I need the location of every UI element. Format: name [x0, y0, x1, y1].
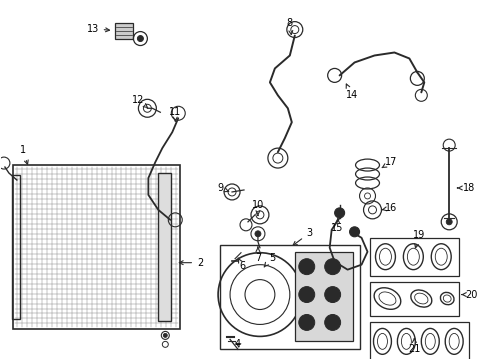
Text: 7: 7: [254, 247, 261, 263]
Text: 5: 5: [264, 253, 274, 267]
Text: 21: 21: [407, 338, 420, 354]
Bar: [13, 165, 180, 329]
Circle shape: [298, 259, 314, 275]
Circle shape: [298, 315, 314, 330]
Text: 14: 14: [345, 84, 357, 100]
Text: 6: 6: [238, 258, 244, 271]
Bar: [369, 238, 458, 276]
Text: 15: 15: [331, 219, 343, 233]
Text: 20: 20: [461, 289, 476, 300]
Circle shape: [349, 227, 359, 237]
Bar: [158, 173, 171, 321]
Text: 4: 4: [234, 339, 241, 349]
Circle shape: [254, 231, 261, 237]
Bar: [12, 175, 20, 319]
Bar: [369, 282, 458, 316]
Circle shape: [334, 208, 344, 218]
Text: 10: 10: [251, 200, 264, 216]
Text: 2: 2: [179, 258, 203, 268]
Text: 13: 13: [86, 24, 109, 33]
Circle shape: [324, 259, 340, 275]
Bar: [369, 323, 468, 360]
Text: 9: 9: [217, 183, 228, 193]
Circle shape: [137, 36, 143, 41]
Bar: [220, 245, 359, 349]
Text: 17: 17: [382, 157, 397, 168]
Text: 3: 3: [292, 228, 312, 245]
Text: 8: 8: [286, 18, 292, 35]
Circle shape: [163, 333, 167, 337]
Text: 18: 18: [456, 183, 474, 193]
Text: 19: 19: [412, 230, 425, 248]
Text: 11: 11: [169, 107, 181, 121]
Circle shape: [324, 287, 340, 302]
Bar: [115, 23, 133, 39]
Circle shape: [298, 287, 314, 302]
Text: 16: 16: [382, 203, 397, 213]
Text: 1: 1: [20, 145, 28, 164]
Circle shape: [324, 315, 340, 330]
Circle shape: [446, 219, 451, 225]
Bar: [294, 252, 352, 341]
Text: 12: 12: [132, 95, 147, 108]
